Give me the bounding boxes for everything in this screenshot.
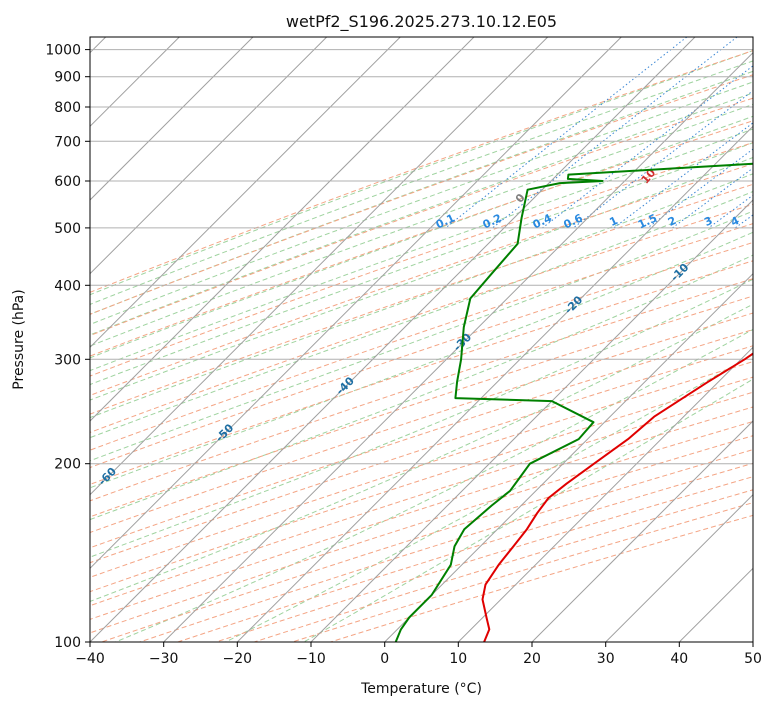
moist-adiabat-line [115, 328, 753, 642]
x-axis-ticks: −40 −30 −20 −10 0 10 20 30 40 50 [75, 642, 762, 667]
dry-adiabat-line [90, 278, 753, 502]
x-tick-label: −30 [149, 651, 179, 667]
y-tick-label: 400 [54, 278, 81, 294]
y-tick-label: 300 [54, 352, 81, 368]
isotherm-line [605, 493, 753, 642]
moist-adiabat-line [90, 157, 753, 401]
dry-adiabat-line [90, 312, 753, 534]
mixing-ratio-line [542, 65, 753, 229]
y-tick-label: 1000 [45, 43, 81, 59]
mixing-ratio-line [672, 167, 753, 229]
y-axis-label: Pressure (hPa) [11, 289, 27, 389]
x-tick-label: 0 [380, 651, 389, 667]
temperature-profile-line [481, 352, 753, 642]
x-tick-label: 10 [449, 651, 467, 667]
isotherms [90, 37, 753, 642]
dry-adiabat-line [90, 97, 753, 337]
isotherm-line [90, 37, 401, 349]
isotherm-line [90, 37, 696, 642]
y-tick-label: 200 [54, 457, 81, 473]
isotherm-line [90, 37, 622, 570]
dry-adiabat-line [90, 345, 753, 564]
y-tick-label: 800 [54, 100, 81, 116]
moist-adiabat-line [90, 173, 753, 419]
x-tick-label: 30 [597, 651, 615, 667]
isotherm-line [90, 37, 475, 422]
x-tick-label: −40 [75, 651, 105, 667]
profile-series [394, 162, 753, 642]
y-tick-label: 600 [54, 174, 81, 190]
isotherm-line [384, 272, 753, 642]
x-tick-label: 40 [670, 651, 688, 667]
isotherm-line [90, 37, 549, 496]
x-tick-label: 20 [523, 651, 541, 667]
plot-frame [89, 36, 754, 643]
chart-title: wetPf2_S196.2025.273.10.12.E05 [286, 12, 557, 32]
isotherm-line [531, 420, 753, 642]
dry-adiabat-line [90, 142, 753, 377]
y-axis-ticks: 100 200 300 400 500 600 700 800 900 1000 [45, 43, 90, 651]
x-tick-label: −20 [223, 651, 253, 667]
dry-adiabat-line [90, 391, 753, 607]
x-tick-label: −10 [296, 651, 326, 667]
moist-adiabat-line [90, 278, 753, 558]
y-tick-label: 100 [54, 635, 81, 651]
moist-adiabat-line [90, 142, 753, 386]
y-tick-label: 900 [54, 70, 81, 86]
y-tick-label: 700 [54, 134, 81, 150]
plot-area: -100-90-80-70-60-50-40-30-20-10010203040… [90, 37, 753, 642]
moist-adiabat-line [90, 70, 753, 315]
x-axis-label: Temperature (°C) [360, 681, 482, 697]
isotherm-line [310, 199, 753, 642]
isotherm-line [457, 346, 753, 642]
isobars [90, 49, 753, 642]
dry-adiabat-line [90, 50, 753, 293]
moist-adiabat-line [90, 191, 753, 439]
dry-adiabat-line [90, 361, 753, 578]
dry-adiabat-line [90, 295, 753, 518]
mixing-ratio-line [572, 90, 753, 229]
moist-adiabat-line [90, 103, 753, 347]
isotherm-line [236, 125, 753, 642]
dry-adiabat-line [90, 241, 753, 469]
x-tick-label: 50 [744, 651, 762, 667]
y-tick-label: 500 [54, 221, 81, 237]
moist-adiabat-line [303, 378, 753, 642]
dewpoint-profile-line [394, 162, 753, 642]
isotherm-line [163, 51, 753, 642]
dry-adiabat-line [90, 163, 753, 396]
isotherm-line [90, 37, 328, 275]
moist-adiabat-line [90, 60, 753, 305]
isotherm-line [90, 37, 254, 201]
dry-adiabat-line [90, 329, 753, 549]
moist-adiabat-line [90, 254, 753, 521]
dry-adiabat-line [90, 223, 753, 451]
